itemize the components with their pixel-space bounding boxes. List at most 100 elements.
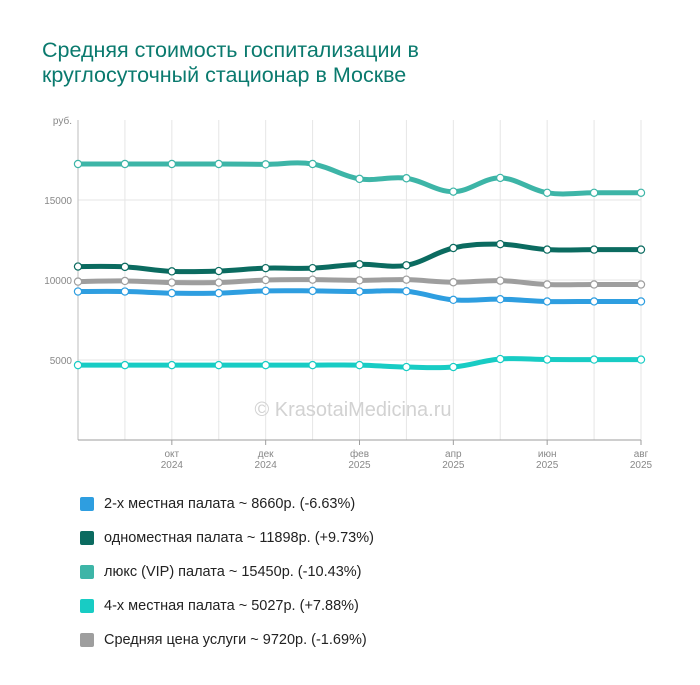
x-tick-label-month: июн <box>538 449 557 460</box>
legend-item[interactable]: 2-х местная палата ~ 8660р. (-6.63%) <box>80 487 374 521</box>
data-point-series-2 <box>636 245 646 254</box>
legend-swatch <box>80 599 94 613</box>
data-point-series-2 <box>308 263 317 273</box>
data-point-series-5 <box>120 276 130 286</box>
legend-swatch <box>80 633 94 647</box>
data-point-series-2 <box>355 260 364 269</box>
data-point-series-4 <box>496 354 505 364</box>
data-point-series-2 <box>449 243 458 253</box>
data-point-series-5 <box>542 280 552 289</box>
data-point-series-4 <box>167 360 177 370</box>
legend-label: Средняя цена услуги ~ 9720р. (-1.69%) <box>104 632 367 648</box>
data-point-series-3 <box>214 159 223 169</box>
data-point-series-5 <box>449 278 458 287</box>
data-point-series-5 <box>355 276 364 285</box>
legend-swatch <box>80 531 94 545</box>
legend-item[interactable]: люкс (VIP) палата ~ 15450р. (-10.43%) <box>80 555 374 589</box>
legend-item[interactable]: 4-х местная палата ~ 5027р. (+7.88%) <box>80 589 374 623</box>
data-point-series-2 <box>496 239 505 249</box>
data-point-series-1 <box>261 286 270 296</box>
data-point-series-3 <box>402 174 411 183</box>
data-point-series-1 <box>402 287 411 296</box>
legend-swatch <box>80 497 94 511</box>
data-point-series-4 <box>308 360 317 370</box>
data-point-series-4 <box>542 355 552 364</box>
data-point-series-2 <box>402 261 411 270</box>
legend-item[interactable]: одноместная палата ~ 11898р. (+9.73%) <box>80 521 374 555</box>
data-point-series-4 <box>214 360 223 370</box>
data-point-series-2 <box>73 262 83 271</box>
x-tick-label-year: 2025 <box>536 460 559 471</box>
legend-label: люкс (VIP) палата ~ 15450р. (-10.43%) <box>104 564 362 580</box>
data-point-series-5 <box>589 280 599 289</box>
data-point-series-4 <box>449 362 458 372</box>
data-point-series-3 <box>308 159 317 169</box>
watermark-text: © KrasotaiMedicina.ru <box>254 399 451 421</box>
data-point-series-5 <box>402 275 411 284</box>
data-point-series-3 <box>496 173 505 183</box>
data-point-series-1 <box>73 287 83 296</box>
data-point-series-1 <box>496 295 505 304</box>
data-point-series-5 <box>308 275 317 284</box>
data-point-series-4 <box>355 360 364 370</box>
data-point-series-5 <box>214 278 223 287</box>
data-point-series-2 <box>120 262 130 272</box>
y-tick-label: 5000 <box>50 356 73 367</box>
x-tick-label-year: 2025 <box>630 460 653 471</box>
x-tick-label-year: 2024 <box>161 460 184 471</box>
data-point-series-3 <box>73 159 83 169</box>
data-point-series-1 <box>589 297 599 306</box>
data-point-series-4 <box>589 355 599 364</box>
chart-title-line-1: Средняя стоимость госпитализации в <box>42 38 419 62</box>
data-point-series-4 <box>261 360 270 370</box>
x-tick-label-month: дек <box>258 449 274 460</box>
data-point-series-3 <box>636 188 646 197</box>
data-point-series-1 <box>167 288 177 298</box>
chart-legend: 2-х местная палата ~ 8660р. (-6.63%) одно… <box>80 487 374 657</box>
x-tick-label-year: 2024 <box>255 460 278 471</box>
data-point-series-3 <box>589 188 599 197</box>
data-point-series-5 <box>496 276 505 285</box>
y-axis-unit-label: руб. <box>53 115 72 127</box>
data-point-series-2 <box>589 245 599 254</box>
data-point-series-3 <box>355 174 364 184</box>
data-point-series-4 <box>402 362 411 372</box>
y-tick-label: 15000 <box>44 196 72 207</box>
data-point-series-1 <box>308 286 317 296</box>
data-point-series-1 <box>120 287 130 296</box>
x-tick-label-month: апр <box>445 449 462 460</box>
data-point-series-4 <box>636 355 646 364</box>
data-point-series-3 <box>167 159 177 169</box>
y-tick-label: 10000 <box>44 276 72 287</box>
data-point-series-4 <box>120 360 130 370</box>
data-point-series-3 <box>261 160 270 169</box>
data-point-series-2 <box>214 266 223 276</box>
x-tick-label-year: 2025 <box>348 460 371 471</box>
data-point-series-2 <box>261 263 270 273</box>
x-tick-label-month: авг <box>634 449 649 460</box>
chart-title: Средняя стоимость госпитализации в кругл… <box>42 38 642 88</box>
data-point-series-3 <box>449 187 458 196</box>
data-point-series-5 <box>261 275 270 285</box>
data-point-series-1 <box>214 288 223 298</box>
x-tick-label-month: фев <box>350 448 369 460</box>
data-point-series-1 <box>449 295 458 305</box>
data-point-series-1 <box>542 297 552 306</box>
data-point-series-3 <box>542 188 552 197</box>
legend-label: одноместная палата ~ 11898р. (+9.73%) <box>104 530 374 546</box>
legend-item[interactable]: Средняя цена услуги ~ 9720р. (-1.69%) <box>80 623 374 657</box>
data-point-series-5 <box>167 278 177 287</box>
x-tick-label-year: 2025 <box>442 460 465 471</box>
data-point-series-2 <box>167 267 177 276</box>
data-point-series-1 <box>355 287 364 296</box>
data-point-series-2 <box>542 245 552 254</box>
legend-swatch <box>80 565 94 579</box>
data-point-series-3 <box>120 159 130 169</box>
data-point-series-4 <box>73 360 83 370</box>
data-point-series-1 <box>636 297 646 306</box>
chart-title-line-2: круглосуточный стационар в Москве <box>42 63 407 87</box>
x-tick-label-month: окт <box>165 449 180 460</box>
data-point-series-5 <box>73 277 83 286</box>
legend-label: 2-х местная палата ~ 8660р. (-6.63%) <box>104 496 356 512</box>
